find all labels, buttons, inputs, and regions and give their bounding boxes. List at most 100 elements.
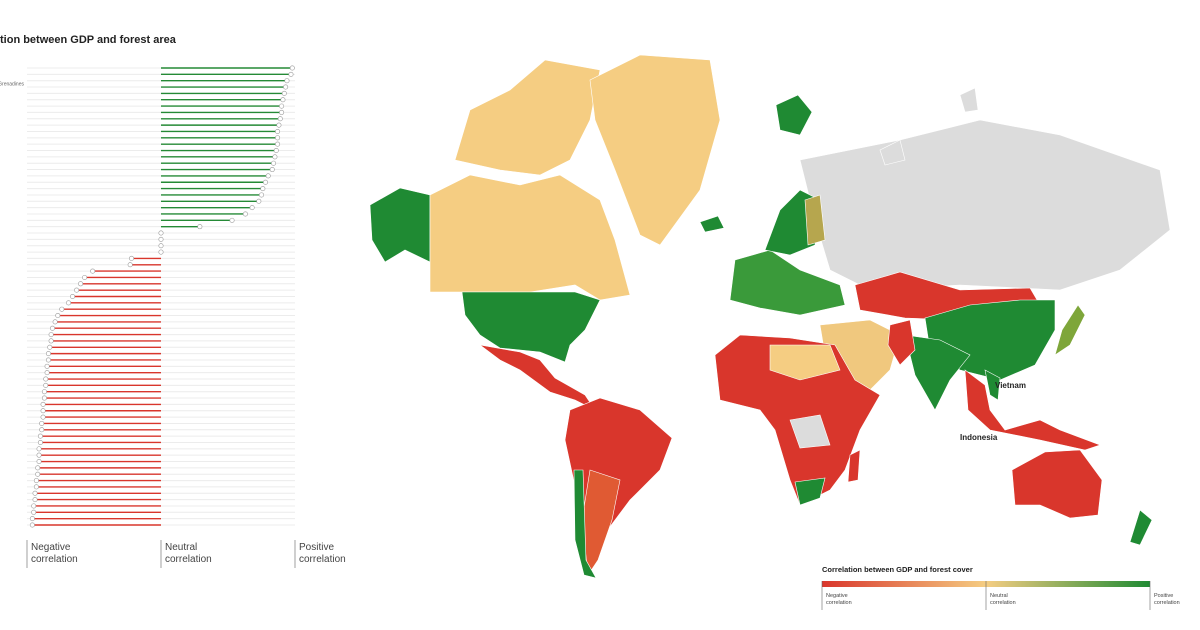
lollipop-dot xyxy=(45,351,51,357)
lollipop-dot xyxy=(288,71,294,77)
map-europe xyxy=(729,249,846,316)
lollipop-dot xyxy=(36,446,42,452)
lollipop-dot xyxy=(32,490,38,496)
lollipop-dot xyxy=(37,433,43,439)
lollipop-dot xyxy=(66,300,72,306)
lollipop-dot xyxy=(249,205,255,211)
lollipop-dot xyxy=(271,160,277,166)
lollipop-dot xyxy=(39,427,45,433)
map-vietnam xyxy=(984,369,1001,401)
map-canada xyxy=(429,174,631,301)
lollipop-dot xyxy=(265,173,271,179)
lollipop-dot xyxy=(41,389,47,395)
map-arctic-islands xyxy=(879,87,979,166)
lollipop-dot xyxy=(45,357,51,363)
lollipop-dot xyxy=(82,274,88,280)
lollipop-dot xyxy=(70,293,76,299)
map-finland xyxy=(804,194,826,246)
legend-label: Negative correlation xyxy=(826,593,852,606)
lollipop-dot xyxy=(279,109,285,115)
lollipop-dot xyxy=(40,408,46,414)
map-annotation: Indonesia xyxy=(960,433,998,442)
lollipop-dot xyxy=(29,516,35,522)
world-map xyxy=(369,54,1171,579)
legend-label: Neutral correlation xyxy=(990,593,1016,606)
lollipop-dot xyxy=(242,211,248,217)
x-tick-label: Negative correlation xyxy=(31,542,78,565)
map-usa xyxy=(461,291,601,363)
lollipop-dot xyxy=(158,249,164,255)
lollipop-dot xyxy=(127,262,133,268)
lollipop-dot xyxy=(269,167,275,173)
lollipop-dot xyxy=(41,395,47,401)
lollipop-dot xyxy=(260,186,266,192)
lollipop-dot xyxy=(90,268,96,274)
lollipop-dot xyxy=(47,344,53,350)
lollipop-dot xyxy=(158,230,164,236)
lollipop-dot xyxy=(289,65,295,71)
map-madagascar xyxy=(847,449,861,483)
map-russia xyxy=(799,119,1171,291)
map-chile xyxy=(573,469,597,579)
lollipop-dot xyxy=(284,78,290,84)
lollipop-dot xyxy=(33,484,39,490)
x-tick-label: Neutral correlation xyxy=(165,542,212,565)
lollipop-dot xyxy=(48,332,54,338)
lollipop-dot xyxy=(33,478,39,484)
lollipop-dot xyxy=(158,236,164,242)
lollipop-dot xyxy=(59,306,65,312)
lollipop-dot xyxy=(272,154,278,160)
map-argentina xyxy=(581,469,621,576)
lollipop-dot xyxy=(279,103,285,109)
lollipop-dot xyxy=(263,179,269,185)
lollipop-dot xyxy=(78,281,84,287)
map-greenland xyxy=(589,54,721,246)
lollipop-dot xyxy=(281,90,287,96)
lollipop-dot xyxy=(273,148,279,154)
map-sahara xyxy=(769,344,841,381)
lollipop-dot xyxy=(35,471,41,477)
lollipop-dot xyxy=(48,338,54,344)
lollipop-dot xyxy=(43,382,49,388)
map-se-asia xyxy=(964,369,1101,451)
lollipop-dot xyxy=(31,503,37,509)
lollipop-dot xyxy=(39,420,45,426)
map-india xyxy=(904,334,971,411)
map-svalbard xyxy=(775,94,813,136)
lollipop-dot xyxy=(229,217,235,223)
lollipop-dot xyxy=(275,135,281,141)
map-south-africa xyxy=(794,477,826,506)
lollipop-dot xyxy=(197,224,203,230)
map-central-africa xyxy=(789,414,831,449)
lollipop-dot xyxy=(129,255,135,261)
lollipop-dot xyxy=(37,439,43,445)
map-australia xyxy=(1011,449,1103,519)
chart-title: tion between GDP and forest area xyxy=(0,34,177,46)
lollipop-dot xyxy=(29,522,35,528)
lollipop-dot xyxy=(256,198,262,204)
lollipop-dot xyxy=(275,141,281,147)
legend-label: Positive correlation xyxy=(1154,593,1180,606)
lollipop-dot xyxy=(31,509,37,515)
lollipop-dot xyxy=(40,414,46,420)
x-tick-label: Positive correlation xyxy=(299,542,346,565)
lollipop-dot xyxy=(44,363,50,369)
map-annotation: Vietnam xyxy=(995,381,1026,390)
lollipop-dot xyxy=(258,192,264,198)
row-label: Grenadines xyxy=(0,82,24,88)
legend-title: Correlation between GDP and forest cover xyxy=(822,565,973,574)
lollipop-dot xyxy=(277,116,283,122)
lollipop-dot xyxy=(275,128,281,134)
lollipop-dot xyxy=(55,313,61,319)
map-mexico xyxy=(479,344,596,411)
lollipop-dot xyxy=(35,465,41,471)
lollipop-dot xyxy=(49,325,55,331)
lollipop-dot xyxy=(283,84,289,90)
map-japan xyxy=(1054,304,1086,356)
lollipop-dot xyxy=(52,319,58,325)
map-new-zealand xyxy=(1129,509,1153,546)
lollipop-dot xyxy=(280,97,286,103)
lollipop-dot xyxy=(40,401,46,407)
